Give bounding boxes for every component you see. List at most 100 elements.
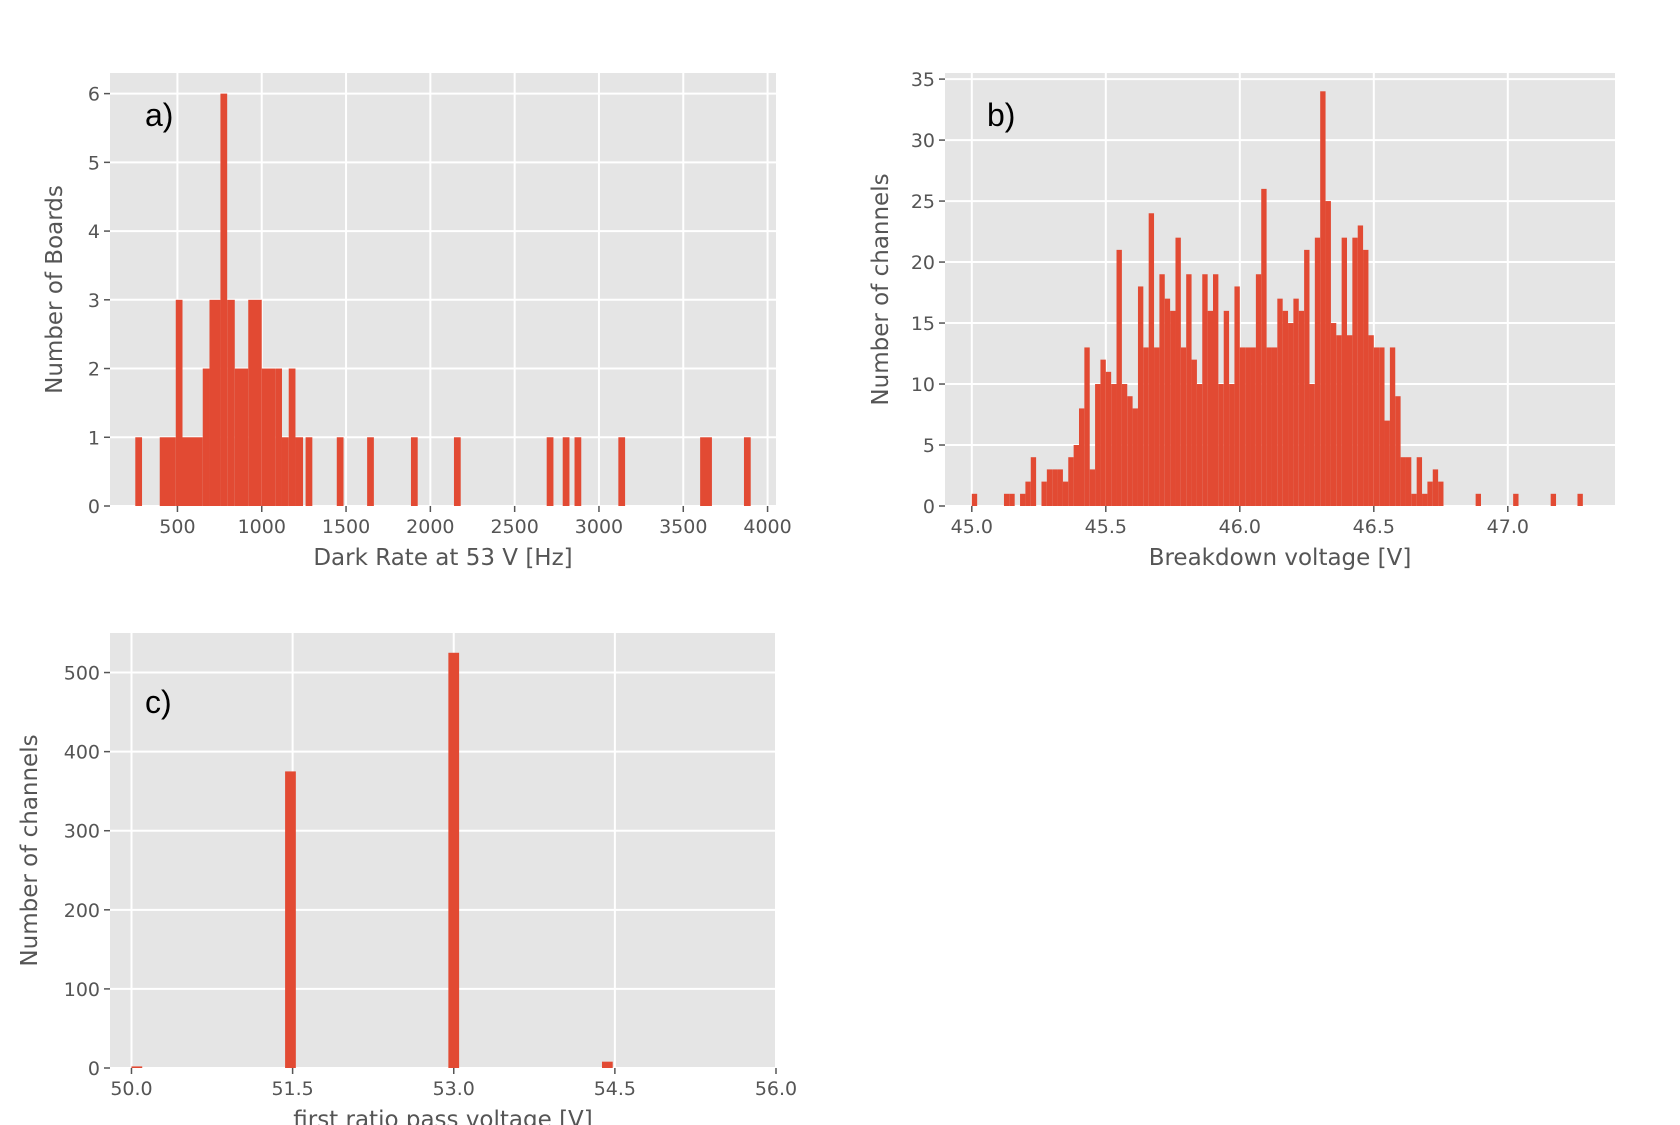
histogram-bar: [1180, 347, 1187, 506]
histogram-bar: [209, 299, 221, 506]
histogram-bar: [1320, 91, 1326, 506]
y-axis-label: Number of Boards: [42, 185, 68, 394]
histogram-bar: [1116, 249, 1122, 506]
histogram-bar: [1213, 274, 1219, 506]
x-tick-label: 1500: [322, 516, 370, 538]
histogram-bar: [1030, 457, 1037, 506]
y-tick-label: 5: [923, 435, 935, 457]
y-tick-label: 20: [911, 252, 935, 274]
histogram-bar: [1250, 347, 1256, 506]
y-tick-label: 6: [88, 84, 100, 106]
histogram-bar: [1062, 481, 1069, 506]
x-axis-label: Breakdown voltage [V]: [1149, 545, 1412, 571]
y-tick-label: 2: [88, 359, 100, 381]
histogram-bar: [1277, 298, 1283, 506]
y-tick-label: 4: [88, 221, 100, 243]
histogram-bar: [1073, 445, 1079, 506]
x-tick-label: 4000: [743, 516, 791, 538]
histogram-bar: [453, 437, 461, 506]
histogram-bar: [1079, 408, 1085, 506]
histogram-bar: [1041, 481, 1047, 506]
histogram-bar: [1046, 469, 1053, 506]
x-tick-label: 2500: [490, 516, 538, 538]
y-tick-label: 35: [911, 69, 935, 91]
histogram-bar: [1186, 274, 1192, 506]
x-tick-label: 1000: [238, 516, 286, 538]
histogram-bar: [1266, 347, 1272, 506]
histogram-bar: [1175, 237, 1181, 506]
y-tick-label: 300: [64, 821, 100, 843]
histogram-bar: [1137, 286, 1144, 506]
y-tick-label: 5: [88, 152, 100, 174]
histogram-bar: [1223, 310, 1230, 506]
histogram-bar: [175, 299, 183, 506]
histogram-bar: [336, 437, 344, 506]
histogram-bar: [1132, 408, 1138, 506]
x-tick-label: 46.5: [1353, 516, 1395, 538]
histogram-bar: [1271, 347, 1278, 506]
histogram-bar: [1282, 310, 1289, 506]
histogram-bar: [1400, 457, 1406, 506]
y-tick-label: 10: [911, 374, 935, 396]
histogram-bar: [1304, 249, 1310, 506]
x-tick-label: 45.5: [1085, 516, 1127, 538]
histogram-bar: [1020, 493, 1026, 506]
panel-label: c): [145, 684, 172, 720]
histogram-bar: [1298, 310, 1305, 506]
y-tick-label: 15: [911, 313, 935, 335]
histogram-bar: [1379, 347, 1385, 506]
histogram-bar: [234, 368, 249, 506]
histogram-bar: [971, 493, 978, 506]
y-axis-label: Number of channels: [17, 734, 43, 966]
histogram-bar: [1154, 347, 1160, 506]
histogram-bar: [1432, 469, 1439, 506]
histogram-bar: [1347, 335, 1353, 506]
histogram-bar: [618, 437, 626, 506]
histogram-bar: [1363, 249, 1369, 506]
x-tick-label: 45.0: [951, 516, 993, 538]
histogram-bar: [1100, 359, 1106, 506]
histogram-bar: [285, 771, 296, 1068]
histogram-bar: [1352, 237, 1358, 506]
histogram-bar: [574, 437, 582, 506]
histogram-bar: [1336, 335, 1342, 506]
y-tick-label: 30: [911, 130, 935, 152]
histogram-bar: [281, 437, 289, 506]
histogram-bar: [1025, 481, 1031, 506]
histogram-bar: [1314, 237, 1321, 506]
histogram-bar: [227, 299, 235, 506]
histogram-bar: [1341, 237, 1347, 506]
y-tick-label: 500: [64, 663, 100, 685]
y-tick-label: 400: [64, 742, 100, 764]
histogram-bar: [1207, 310, 1213, 506]
y-tick-label: 3: [88, 290, 100, 312]
histogram-bar: [275, 368, 282, 506]
histogram-bar: [1003, 493, 1010, 506]
histogram-bar: [1309, 384, 1315, 506]
x-tick-label: 46.0: [1219, 516, 1261, 538]
x-tick-label: 2000: [406, 516, 454, 538]
histogram-bar: [1143, 347, 1149, 506]
histogram-bar: [305, 437, 313, 506]
histogram-bar: [1111, 384, 1117, 506]
histogram-bar: [1196, 384, 1203, 506]
y-tick-label: 25: [911, 191, 935, 213]
panel-a-dark-rate-histogram: 500 1000 1500 2000 2500 3000 3500 4000 0 1 2 3 4 5 6 Da…: [42, 73, 792, 571]
histogram-bar: [1389, 347, 1396, 506]
histogram-bar: [1068, 457, 1074, 506]
x-tick-label: 54.5: [594, 1078, 636, 1100]
x-tick-label: 56.0: [755, 1078, 797, 1100]
x-axis-label: first ratio pass voltage [V]: [293, 1107, 593, 1125]
histogram-bar: [1438, 481, 1444, 506]
histogram-bar: [1373, 347, 1380, 506]
histogram-bar: [1095, 384, 1101, 506]
y-axis-label: Number of channels: [868, 173, 894, 405]
x-tick-label: 47.0: [1487, 516, 1529, 538]
histogram-bar: [1427, 481, 1433, 506]
histogram-bar: [562, 437, 570, 506]
histogram-bar: [1052, 469, 1058, 506]
histogram-bar: [367, 437, 374, 506]
histogram-bar: [1239, 347, 1246, 506]
histogram-bar: [220, 93, 228, 506]
histogram-bar: [202, 368, 210, 506]
